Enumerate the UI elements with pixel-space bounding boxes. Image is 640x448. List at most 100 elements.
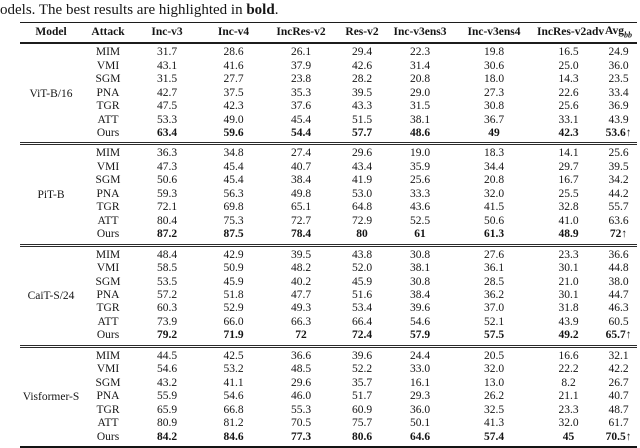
value-cell: 38.4 [409,289,431,301]
value-cell: 49.3 [290,302,312,315]
value-cell: 21.0 [558,275,579,288]
value-cell: 29.4 [351,46,373,59]
table-row: ATT 73.9 66.0 66.3 66.4 54.6 52.1 43.9 60.5 [20,316,637,329]
value-cell: 53.4 [351,302,373,315]
value-cell: 23.3 [558,403,579,416]
col-header-inc-v3ens3: Inc-v3ens3 [389,22,451,45]
value-cell: 66.8 [223,403,244,416]
col-header-inc-v4: Inc-v4 [200,22,267,45]
table-row: PNA 55.9 54.6 46.0 51.7 29.3 26.2 21.1 40.7 [20,390,637,403]
value-cell: 52.1 [483,315,505,328]
value-cell: 30.8 [409,248,431,261]
model-group-1: PiT-B MIM 36.3 34.8 27.4 29.6 19.0 18.3 14.1 25.6… [20,143,637,245]
value-cell: 59.3 [156,187,178,200]
value-cell: 38.1 [409,262,431,275]
value-cell: 45.9 [351,275,373,288]
model-label: Visformer-S [22,391,80,404]
table-row: TGR 72.1 69.8 65.1 64.8 43.6 41.5 32.8 55.7 [20,201,637,214]
value-cell: 38.0 [608,275,629,288]
value-cell: 63.6 [608,214,629,227]
value-cell: 45.4 [223,174,244,187]
col-header-avg-bb: Avgbb [600,22,637,45]
attack-label: Ours [96,127,120,140]
value-cell: 16.1 [409,376,431,389]
table-row: PiT-B MIM 36.3 34.8 27.4 29.6 19.0 18.3 14.1 25.6 [20,144,637,200]
attack-label: SGM [95,275,121,288]
value-cell: 37.9 [290,59,312,72]
value-cell: 29.0 [409,86,431,99]
value-cell: 38.4 [290,174,312,187]
value-cell: 39.5 [351,86,373,99]
attack-label: Ours [96,430,120,443]
value-cell: 19.0 [409,147,431,160]
attack-label: ATT [97,315,119,328]
results-table: Model Attack Inc-v3 Inc-v4 IncRes-v2 Res… [20,22,637,448]
value-cell: 25.0 [558,59,579,72]
value-cell: 44.8 [608,262,629,275]
value-cell: 72.7 [290,214,312,227]
value-cell: 77.3 [290,430,312,443]
value-cell: 36.0 [409,403,431,416]
value-cell: 26.7 [608,376,629,389]
value-cell: 28.6 [223,46,244,59]
value-cell: 57.5 [483,329,505,342]
value-cell: 34.8 [223,147,244,160]
value-cell: 34.2 [608,174,629,187]
value-cell: 43.9 [558,315,579,328]
value-cell: 49 [488,127,500,140]
table-row: TGR 65.9 66.8 55.3 60.9 36.0 32.5 23.3 48.7 [20,404,637,417]
attack-label: Ours [96,228,120,241]
attack-label: SGM [95,174,121,187]
value-cell: 39.5 [608,160,629,173]
model-label: CaiT-S/24 [27,290,75,302]
value-cell: 16.5 [558,46,579,59]
value-cell: 27.3 [483,86,505,99]
value-cell: 80.9 [156,417,178,430]
value-cell: 36.3 [156,147,178,160]
value-cell: 28.5 [483,275,505,288]
attack-label: TGR [96,100,120,113]
value-cell: 41.0 [558,214,579,227]
value-cell: 66.0 [223,315,244,328]
value-cell: 46.3 [608,302,629,315]
value-cell: 60.3 [156,302,178,315]
value-cell: 49.2 [558,329,579,342]
table-row: SGM 43.2 41.1 29.6 35.7 16.1 13.0 8.2 26.7 [20,377,637,390]
table-row: Ours 84.2 84.6 77.3 80.6 64.6 57.4 45 70.5↑ [20,431,637,447]
table-row: Ours 63.4 59.6 54.4 57.7 48.6 49 42.3 53.6↑ [20,127,637,144]
value-cell: 52.2 [351,363,373,376]
value-cell: 29.7 [558,160,579,173]
value-cell: 8.2 [561,376,576,389]
value-cell: 36.1 [483,262,505,275]
value-cell: 48.5 [290,363,312,376]
value-cell: 31.8 [558,302,579,315]
table-row: Visformer-S MIM 44.5 42.5 36.6 39.6 24.4 20.5 16… [20,346,637,403]
value-cell: 75.3 [223,214,244,227]
attack-label: VMI [96,160,120,173]
value-cell: 57.4 [483,430,505,443]
value-cell: 51.5 [351,113,373,126]
value-cell: 84.2 [156,430,178,443]
value-cell: 51.8 [223,289,244,301]
value-cell: 48.7 [608,403,629,416]
value-cell: 45.9 [223,275,244,288]
value-cell: 23.5 [608,73,629,86]
value-cell: 20.8 [483,174,505,187]
attack-label: MIM [95,349,121,362]
col-header-subscript: bb [623,30,632,40]
value-cell: 66.3 [290,315,312,328]
value-cell: 43.9 [608,113,629,126]
model-group-0: ViT-B/16 MIM 31.7 28.6 26.1 29.4 22.3 19.8 16.5 2… [20,43,637,144]
value-cell: 53.0 [351,187,373,200]
value-cell: 43.6 [409,201,431,214]
attack-label: SGM [95,73,121,86]
table-row: ATT 80.9 81.2 70.5 75.7 50.1 41.3 32.0 61.7 [20,417,637,430]
value-cell: 31.7 [156,46,178,59]
col-header-label: IncRes-v2 [276,26,326,39]
attack-label: VMI [96,59,120,72]
value-cell: 52.5 [409,214,431,227]
value-cell: 45 [562,430,575,443]
value-cell: 25.6 [608,147,629,160]
table-row: VMI 58.5 50.9 48.2 52.0 38.1 36.1 30.1 44.8 [20,262,637,275]
value-cell: 30.8 [409,275,431,288]
